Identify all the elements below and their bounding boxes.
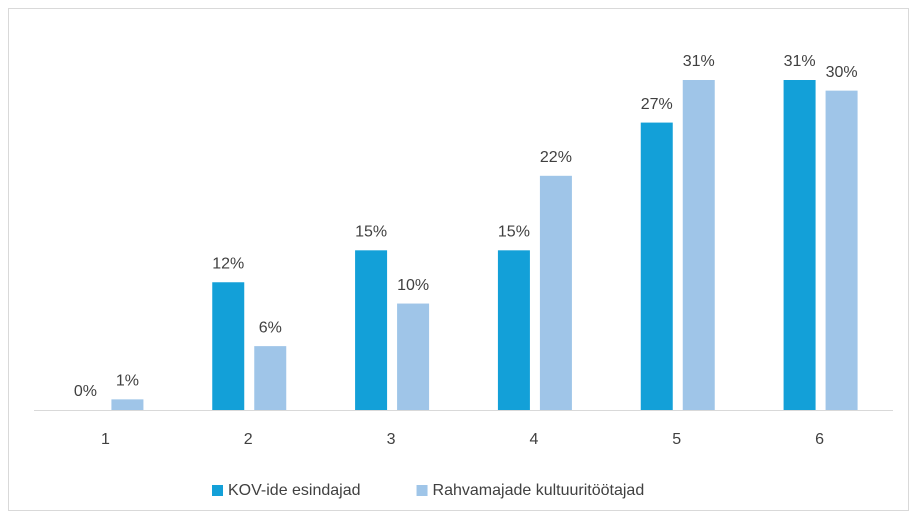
data-label: 12% [212, 255, 244, 272]
x-tick-label: 5 [672, 431, 681, 448]
bar [111, 399, 144, 410]
data-label: 15% [498, 224, 530, 241]
data-label: 31% [683, 53, 715, 70]
bar [539, 175, 572, 410]
bar [355, 250, 388, 410]
chart-border [8, 8, 909, 511]
x-tick-label: 6 [815, 431, 824, 448]
x-tick-label: 4 [529, 431, 538, 448]
data-label: 27% [641, 96, 673, 113]
x-tick-label: 2 [244, 431, 253, 448]
data-label: 22% [540, 149, 572, 166]
bar [397, 303, 430, 410]
data-label: 10% [397, 277, 429, 294]
data-label: 15% [355, 224, 387, 241]
bar [783, 80, 816, 410]
legend-swatch [212, 485, 223, 496]
bar [212, 282, 245, 410]
data-label: 30% [826, 64, 858, 81]
x-tick-label: 3 [387, 431, 396, 448]
data-label: 6% [259, 319, 282, 336]
x-tick-label: 1 [101, 431, 110, 448]
bar [254, 346, 287, 410]
legend-swatch [416, 485, 428, 496]
legend-label: Rahvamajade kultuuritöötajad [433, 482, 645, 499]
legend-label: KOV-ide esindajad [228, 482, 361, 499]
data-label: 31% [784, 53, 816, 70]
bar [640, 122, 673, 411]
bar [825, 90, 858, 410]
bar [682, 80, 715, 410]
data-label: 0% [74, 383, 97, 400]
data-label: 1% [116, 373, 139, 390]
bar [497, 250, 530, 410]
